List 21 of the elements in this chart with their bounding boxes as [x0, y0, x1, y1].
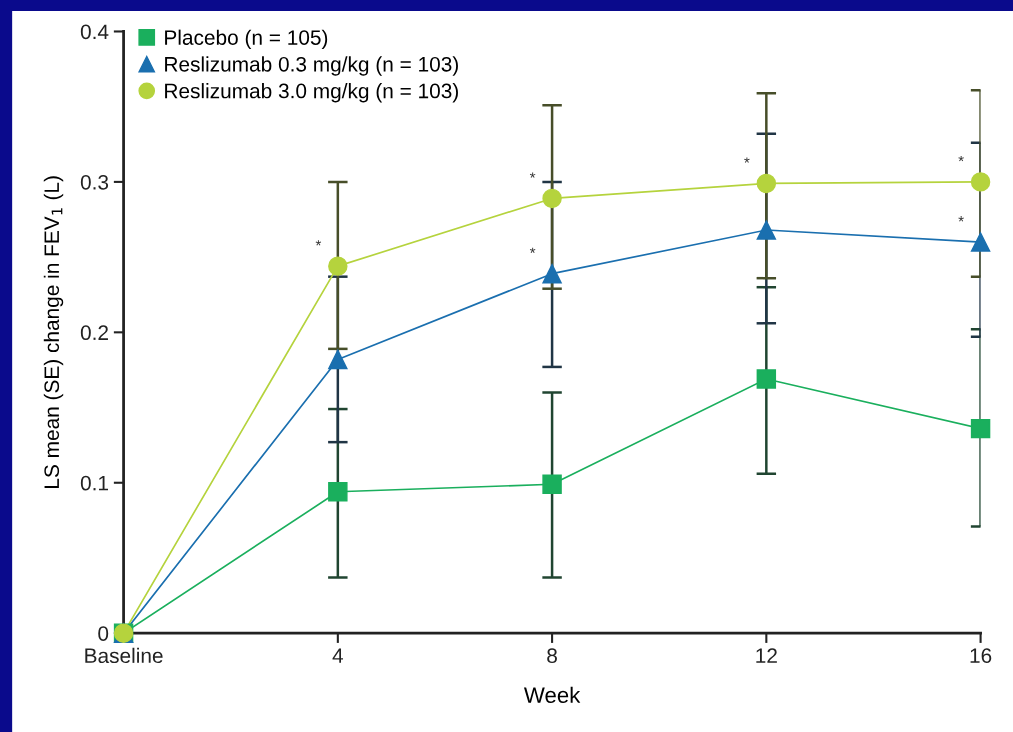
annotation: *: [958, 216, 964, 222]
y-tick-label: 0: [98, 626, 109, 641]
y-tick-label: 0.4: [80, 24, 109, 40]
annotation: *: [315, 240, 322, 246]
x-tick-label: 12: [756, 648, 777, 663]
x-tick-label: 8: [547, 648, 557, 664]
x-tick-label: 16: [970, 648, 992, 664]
annotation: *: [529, 247, 536, 254]
x-axis-title: Week: [523, 686, 581, 703]
annotation: *: [744, 157, 750, 163]
x-tick-label: Baseline: [85, 647, 163, 664]
x-tick-label: 4: [332, 648, 344, 663]
y-tick-label: 0.1: [80, 475, 108, 491]
legend-label: Reslizumab 3.0 mg/kg (n = 103): [165, 83, 458, 103]
y-tick-label: 0.2: [80, 325, 108, 341]
legend-label: Placebo (n = 105): [165, 29, 328, 50]
legend-label: Reslizumab 0.3 mg/kg (n = 103): [165, 56, 458, 76]
y-tick-label: 0.3: [80, 174, 109, 190]
annotation: *: [958, 155, 964, 162]
y-axis-title: LS mean (SE) change in FEV$_{1}$ (L): [43, 176, 64, 488]
annotation: *: [529, 172, 536, 178]
